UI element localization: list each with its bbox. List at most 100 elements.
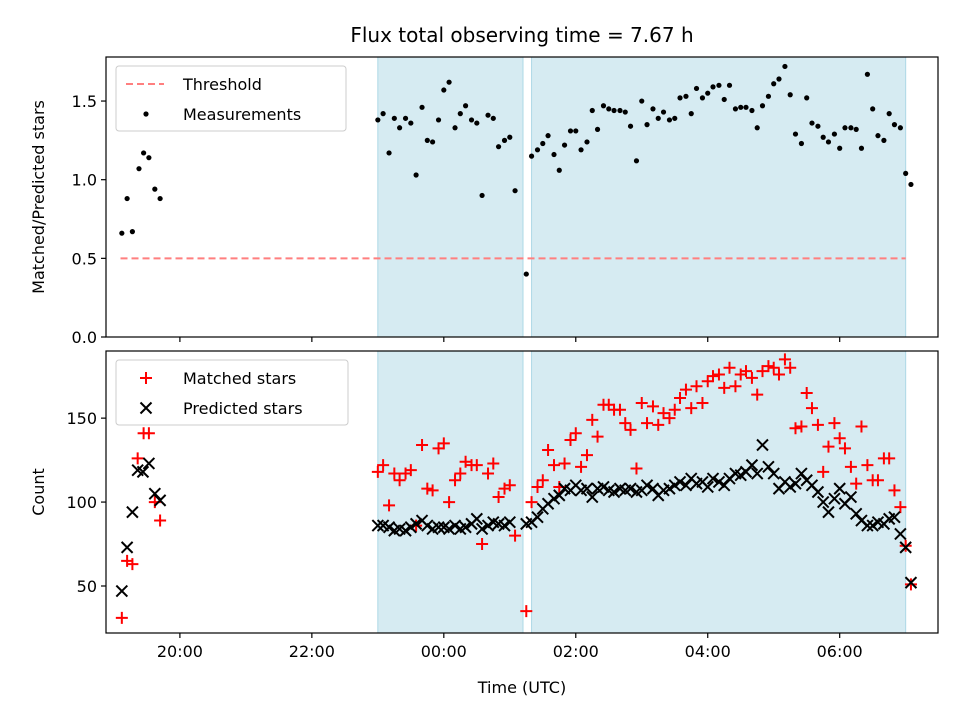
matched-stars-point xyxy=(558,457,571,470)
measurements-point xyxy=(584,139,590,145)
measurements-point xyxy=(534,147,541,153)
predicted-stars-point xyxy=(148,487,162,500)
predicted-stars-point xyxy=(833,482,846,495)
matched-stars-point xyxy=(377,459,390,472)
matched-stars-point xyxy=(383,499,396,512)
measurements-point xyxy=(523,271,529,277)
y-tick-label: 100 xyxy=(66,493,97,512)
measurements-point xyxy=(754,125,760,131)
measurements-point xyxy=(787,92,793,98)
measurements-point xyxy=(765,93,772,99)
predicted-stars-point xyxy=(904,576,918,589)
matched-stars-point xyxy=(652,418,665,431)
measurements-point xyxy=(875,133,881,139)
matched-stars-point xyxy=(569,427,582,440)
matched-stars-point xyxy=(624,423,637,436)
measurements-point xyxy=(386,150,392,156)
matched-stars-point xyxy=(740,365,752,378)
measurements-point xyxy=(402,115,409,121)
legend-label: Matched stars xyxy=(183,369,296,388)
matched-stars-point xyxy=(492,491,505,504)
measurements-point xyxy=(573,128,579,134)
measurements-point xyxy=(413,172,419,178)
matched-stars-point xyxy=(509,529,522,542)
measurements-point xyxy=(589,107,595,114)
measurements-point xyxy=(495,144,502,150)
predicted-stars-point xyxy=(624,482,637,495)
predicted-stars-point xyxy=(586,490,599,504)
predicted-stars-point xyxy=(811,485,825,499)
matched-stars-point xyxy=(542,444,555,457)
matched-stars-point xyxy=(718,381,731,394)
matched-stars-point xyxy=(811,418,824,431)
measurements-point xyxy=(721,96,727,103)
measurements-point xyxy=(771,81,777,87)
measurements-point xyxy=(710,84,716,90)
predicted-stars-point xyxy=(409,517,423,531)
y-tick-label: 150 xyxy=(66,409,97,428)
measurements-point xyxy=(705,90,711,96)
measurements-point xyxy=(908,181,914,188)
measurements-point xyxy=(804,95,810,101)
predicted-stars-point xyxy=(153,494,167,507)
matched-stars-point xyxy=(663,412,676,425)
y-tick-label: 1.0 xyxy=(72,171,97,190)
measurements-point xyxy=(825,139,832,145)
legend-box xyxy=(115,65,347,132)
measurements-point xyxy=(897,125,903,131)
matched-stars-point xyxy=(641,417,654,430)
y-tick-label: 50 xyxy=(77,577,97,596)
y-tick-label: 0.0 xyxy=(72,328,97,347)
measurements-point xyxy=(474,120,480,126)
matched-stars-point xyxy=(531,480,544,493)
measurements-point xyxy=(672,115,678,121)
measurements-point xyxy=(375,117,381,123)
y-tick-label: 1.5 xyxy=(72,92,97,111)
matched-stars-point xyxy=(871,474,884,487)
predicted-stars-point xyxy=(136,465,150,479)
matched-stars-point xyxy=(602,398,615,411)
predicted-stars-point xyxy=(673,475,687,489)
matched-stars-point xyxy=(817,465,830,478)
measurements-point xyxy=(655,115,661,121)
measurements-point xyxy=(870,106,876,112)
measurements-point xyxy=(528,153,535,159)
measurements-point xyxy=(639,98,645,104)
matched-stars-point xyxy=(476,538,489,551)
measurements-point xyxy=(627,123,634,129)
measurements-point xyxy=(798,140,805,147)
matched-stars-point xyxy=(443,496,456,509)
matched-stars-point xyxy=(393,474,406,487)
matched-stars-point xyxy=(613,403,626,416)
x-tick-label: 20:00 xyxy=(157,642,203,661)
predicted-stars-point xyxy=(849,507,863,521)
measurements-point xyxy=(594,126,601,132)
matched-stars-point xyxy=(635,397,648,410)
measurements-point xyxy=(732,106,739,112)
plot-frame xyxy=(105,56,939,338)
measurements-point xyxy=(683,93,689,99)
matched-stars-point xyxy=(674,392,687,404)
matched-stars-point xyxy=(778,353,791,366)
matched-stars-point xyxy=(751,388,764,401)
predicted-stars-point xyxy=(894,527,907,541)
legend-label: Threshold xyxy=(182,75,262,94)
x-tick-label: 00:00 xyxy=(421,642,467,661)
matched-stars-point xyxy=(487,457,500,470)
matched-stars-point xyxy=(432,442,445,455)
measurements-point xyxy=(903,170,909,177)
predicted-stars-point xyxy=(701,480,714,494)
measurements-point xyxy=(617,107,623,114)
measurements-point xyxy=(578,147,584,153)
predicted-stars-point xyxy=(646,482,660,495)
matched-stars-point xyxy=(729,380,742,393)
predicted-stars-point xyxy=(861,519,874,532)
measurements-point xyxy=(644,122,650,128)
measurements-point xyxy=(776,76,782,82)
matched-stars-point xyxy=(449,474,462,487)
measurements-point xyxy=(462,103,469,109)
measurements-point xyxy=(699,95,706,101)
matched-stars-point xyxy=(679,383,692,396)
measurements-point xyxy=(815,123,821,129)
measurements-point xyxy=(119,230,125,236)
